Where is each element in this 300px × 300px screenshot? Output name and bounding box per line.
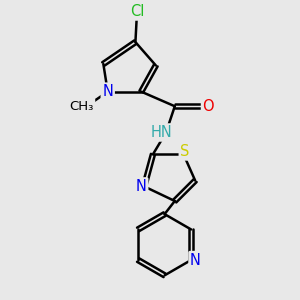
Text: N: N bbox=[190, 253, 201, 268]
Text: HN: HN bbox=[151, 125, 172, 140]
Text: CH₃: CH₃ bbox=[69, 100, 94, 113]
Text: O: O bbox=[202, 99, 214, 114]
Text: N: N bbox=[136, 179, 147, 194]
Text: N: N bbox=[102, 84, 113, 99]
Text: Cl: Cl bbox=[130, 4, 144, 19]
Text: S: S bbox=[180, 144, 190, 159]
